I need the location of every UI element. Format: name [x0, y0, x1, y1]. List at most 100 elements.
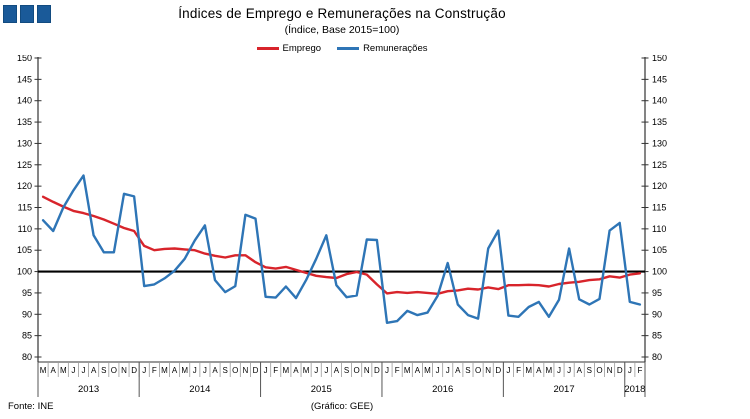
y-tick-label-left: 85 — [22, 331, 32, 341]
month-label: F — [637, 366, 642, 375]
y-tick-label-left: 150 — [17, 55, 32, 63]
logo — [3, 5, 51, 23]
month-label: A — [455, 366, 461, 375]
emprego-line-swatch — [256, 47, 279, 50]
month-label: N — [121, 366, 127, 375]
remuneracoes-line-swatch — [337, 47, 360, 50]
y-tick-label-right: 100 — [652, 267, 667, 277]
month-label: O — [232, 366, 238, 375]
month-label: M — [161, 366, 168, 375]
month-label: J — [314, 366, 318, 375]
y-tick-label-left: 145 — [17, 74, 32, 84]
y-tick-label-left: 140 — [17, 96, 32, 106]
y-tick-label-left: 135 — [17, 117, 32, 127]
chart-canvas: 80 80 85 85 90 90 95 95 100 100 105 105 110 110 115 115… — [17, 55, 667, 397]
month-label: J — [324, 366, 328, 375]
y-tick-label-left: 105 — [17, 245, 32, 255]
month-label: F — [395, 366, 400, 375]
y-tick-label-right: 150 — [652, 55, 667, 63]
month-label: J — [436, 366, 440, 375]
month-label: N — [607, 366, 613, 375]
y-tick-label-right: 135 — [652, 117, 667, 127]
month-label: S — [344, 366, 349, 375]
month-label: F — [516, 366, 521, 375]
month-label: F — [273, 366, 278, 375]
y-tick-label-left: 80 — [22, 352, 32, 362]
month-label: M — [60, 366, 67, 375]
y-tick-label-right: 110 — [652, 224, 666, 234]
legend-label-remuneracoes: Remunerações — [363, 43, 428, 54]
month-label: M — [424, 366, 431, 375]
y-tick-label-right: 130 — [652, 138, 667, 148]
series-line-remuneracoes — [41, 174, 642, 324]
month-label: J — [385, 366, 389, 375]
month-label: J — [193, 366, 197, 375]
logo-square — [37, 5, 51, 23]
month-label: O — [475, 366, 481, 375]
month-label: A — [577, 366, 583, 375]
month-label: J — [446, 366, 450, 375]
legend: Emprego Remunerações — [0, 43, 684, 54]
month-label: N — [243, 366, 249, 375]
month-label: M — [404, 366, 411, 375]
y-tick-label-right: 105 — [652, 245, 667, 255]
y-tick-label-right: 90 — [652, 309, 662, 319]
logo-square — [20, 5, 34, 23]
y-tick-label-right: 80 — [652, 352, 662, 362]
month-label: S — [587, 366, 592, 375]
month-label: J — [557, 366, 561, 375]
month-label: A — [51, 366, 57, 375]
legend-item-remuneracoes: Remunerações — [337, 43, 427, 54]
year-label: 2013 — [78, 384, 99, 395]
month-label: M — [283, 366, 290, 375]
y-tick-label-left: 115 — [18, 203, 32, 213]
month-label: N — [485, 366, 491, 375]
y-tick-label-left: 95 — [22, 288, 32, 298]
month-label: F — [152, 366, 157, 375]
y-tick-label-left: 90 — [22, 309, 32, 319]
y-tick-label-right: 95 — [652, 288, 662, 298]
month-label: J — [506, 366, 510, 375]
month-label: M — [525, 366, 532, 375]
month-label: S — [465, 366, 470, 375]
month-label: M — [181, 366, 188, 375]
y-tick-label-right: 140 — [652, 96, 667, 106]
y-tick-label-left: 130 — [17, 138, 32, 148]
y-tick-label-right: 115 — [652, 203, 666, 213]
y-tick-label-right: 85 — [652, 331, 662, 341]
series-line-emprego — [41, 195, 642, 296]
chart-subtitle: (Índice, Base 2015=100) — [284, 24, 400, 36]
month-label: J — [203, 366, 207, 375]
month-label: N — [364, 366, 370, 375]
year-label: 2017 — [553, 384, 574, 395]
month-label: A — [212, 366, 218, 375]
month-label: D — [131, 366, 137, 375]
month-label: A — [172, 366, 178, 375]
month-label: A — [91, 366, 97, 375]
credit-note: (Gráfico: GEE) — [310, 401, 374, 412]
month-label: S — [222, 366, 227, 375]
y-tick-label-left: 110 — [18, 224, 32, 234]
year-label: 2015 — [311, 384, 332, 395]
month-label: A — [415, 366, 421, 375]
y-tick-label-right: 120 — [652, 181, 667, 191]
month-label: M — [303, 366, 310, 375]
month-label: O — [354, 366, 360, 375]
legend-label-emprego: Emprego — [282, 43, 322, 54]
month-label: M — [40, 366, 47, 375]
chart-title: Índices de Emprego e Remunerações na Con… — [178, 6, 506, 21]
y-tick-label-left: 125 — [17, 160, 32, 170]
month-label: J — [264, 366, 268, 375]
month-label: A — [293, 366, 299, 375]
y-tick-label-right: 145 — [652, 74, 667, 84]
month-label: D — [374, 366, 380, 375]
month-label: J — [71, 366, 75, 375]
y-tick-label-left: 120 — [17, 181, 32, 191]
month-label: D — [617, 366, 623, 375]
month-label: M — [546, 366, 553, 375]
month-label: J — [142, 366, 146, 375]
year-label: 2016 — [432, 384, 453, 395]
source-note: Fonte: INE — [8, 401, 54, 412]
month-label: A — [536, 366, 542, 375]
month-label: O — [596, 366, 602, 375]
